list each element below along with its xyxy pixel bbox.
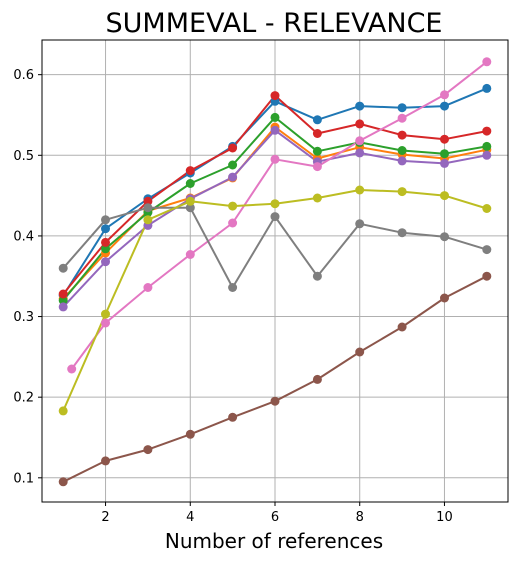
series-7-point [143,283,153,292]
x-tick-label: 2 [101,510,109,525]
series-4-point [58,289,68,299]
series-9-point [143,215,153,225]
series-8-point [482,245,492,255]
series-9-point [228,201,238,211]
series-5-point [440,158,449,168]
series-8-point [143,203,153,213]
series-4-point [101,237,110,247]
series-3-point [228,160,238,170]
y-tick-label: 0.4 [13,229,34,244]
series-8-point [312,271,322,281]
series-9-point [270,199,280,209]
y-tick-label: 0.5 [13,149,34,164]
series-8-point [270,212,280,222]
y-axis-ticks: 0.1 0.2 0.3 0.4 0.5 0.6 [13,68,42,486]
series-8-point [228,283,238,292]
series-6-point [355,347,365,357]
series-4-point [440,134,449,144]
series-4-point [270,91,280,101]
series-3-point [482,141,492,151]
series-6-point [397,322,407,332]
y-tick-label: 0.6 [13,68,34,83]
series-7-point [228,218,238,228]
series-6-point [312,374,322,384]
series-1-point [355,101,365,111]
series-7-point [397,113,407,123]
series-7-point [482,57,492,67]
series-6-point [185,429,195,439]
series-7-point [67,364,77,374]
x-tick-label: 10 [436,510,453,525]
series-3-point [397,146,407,155]
series-8-point [101,215,110,225]
x-tick-label: 8 [356,510,364,525]
series-9-point [101,309,110,319]
series-9-point [397,187,407,197]
x-axis-label: Number of references [165,529,383,553]
series-1-point [397,103,407,113]
series-6-point [58,477,68,487]
series-1-point [440,101,449,111]
x-axis-ticks: 2 4 6 8 10 [101,502,453,525]
series-5-point [58,302,68,312]
series-6-point [101,456,110,466]
series-9-point [440,191,449,201]
series-1-point [312,115,322,125]
series-1-point [101,224,110,234]
series-3-point [312,146,322,156]
series-7-point [440,90,449,100]
series-9-point [312,193,322,203]
series-7-point [270,154,280,164]
grid [42,40,508,502]
series-6-point [228,412,238,422]
series-9-point [355,185,365,195]
series-3-point [101,244,110,254]
series-3-point [270,112,280,122]
y-tick-label: 0.1 [13,471,34,486]
series-6-point [143,445,153,455]
series-4-point [482,126,492,136]
chart-title: SUMMEVAL - RELEVANCE [106,8,443,39]
series-5-point [270,125,280,135]
markers-layer [58,57,492,487]
series-4-point [397,130,407,140]
y-tick-label: 0.3 [13,310,34,325]
x-tick-label: 4 [186,510,194,525]
series-8-point [58,263,68,273]
series-8-point [397,228,407,238]
series-4-point [312,129,322,138]
series-4-point [355,119,365,129]
series-6-point [440,293,449,303]
series-8-point [185,203,195,213]
series-9-point [482,204,492,213]
series-8-point [440,232,449,242]
series-7-point [101,318,110,328]
series-7-point [355,136,365,146]
series-7-point [185,250,195,259]
series-9-point [58,406,68,416]
y-tick-label: 0.2 [13,391,34,406]
x-tick-label: 6 [271,510,279,525]
series-4-point [228,143,238,153]
series-5-point [101,257,110,267]
series-3-point [58,295,68,305]
series-5-point [482,150,492,160]
series-4-point [143,196,153,206]
series-9-point [185,196,195,206]
series-5-point [355,148,365,158]
series-3-point [440,149,449,159]
series-4-point [185,166,195,176]
series-3-point [185,179,195,188]
series-7-point [312,162,322,172]
series-6-point [270,396,280,406]
series-8-point [355,219,365,229]
series-6-point [482,271,492,281]
series-5-point [228,172,238,182]
series-1-point [482,83,492,93]
series-5-point [397,156,407,166]
